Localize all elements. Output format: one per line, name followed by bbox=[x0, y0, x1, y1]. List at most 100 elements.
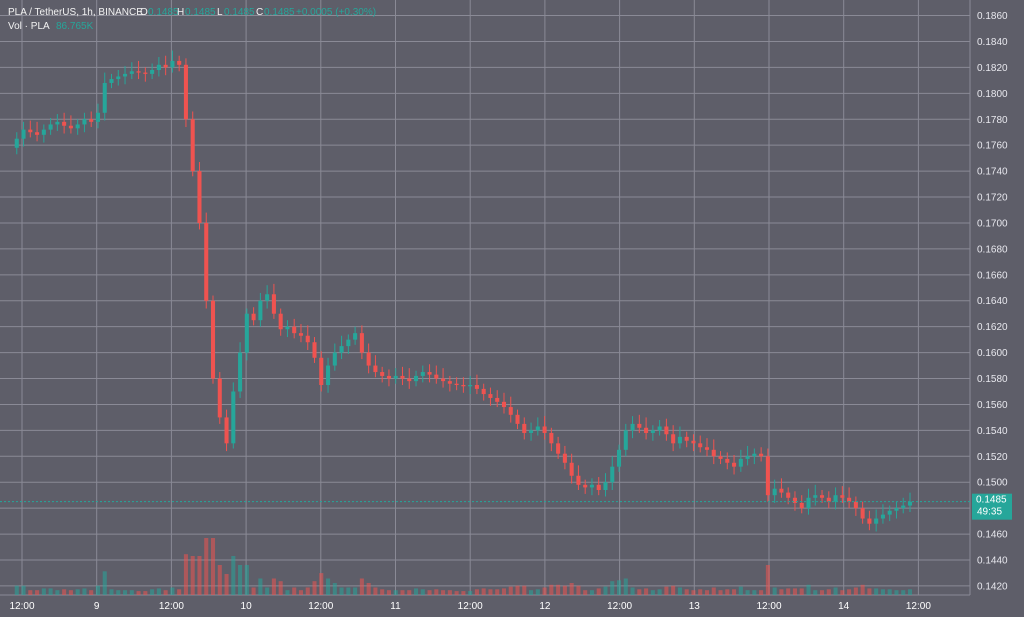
volume-bar bbox=[515, 585, 520, 595]
volume-bar bbox=[650, 590, 655, 595]
candle-body bbox=[366, 352, 371, 366]
volume-bar bbox=[129, 590, 134, 595]
candle-body bbox=[386, 375, 391, 379]
candle-body bbox=[738, 458, 743, 467]
candle-body bbox=[210, 300, 216, 379]
volume-bar bbox=[732, 589, 737, 595]
x-tick-label: 14 bbox=[838, 601, 850, 612]
badge-countdown: 49:35 bbox=[977, 507, 1002, 518]
candle-body bbox=[224, 417, 229, 444]
candle-body bbox=[786, 492, 791, 498]
volume-bar bbox=[454, 591, 459, 595]
candle-body bbox=[407, 378, 412, 382]
volume-bar bbox=[386, 590, 391, 595]
candle-body bbox=[847, 497, 852, 502]
candle-body bbox=[95, 112, 100, 122]
volume-bar bbox=[170, 587, 175, 595]
volume-bar bbox=[298, 590, 304, 595]
candle-body bbox=[481, 388, 486, 395]
volume-bar bbox=[806, 584, 811, 595]
candle-body bbox=[718, 456, 723, 459]
volume-bar bbox=[258, 578, 263, 595]
candle-body bbox=[501, 401, 507, 408]
candle-body bbox=[420, 372, 425, 376]
candle-body bbox=[393, 375, 398, 379]
volume-bar bbox=[901, 590, 906, 595]
y-tick-label: 0.1640 bbox=[977, 296, 1008, 307]
volume-bar bbox=[244, 565, 249, 595]
volume-bar bbox=[738, 586, 743, 595]
candle-body bbox=[569, 462, 574, 476]
candle-body bbox=[285, 326, 290, 330]
candle-body bbox=[14, 138, 19, 148]
candle-body bbox=[833, 495, 838, 502]
candle-body bbox=[529, 430, 534, 433]
candle-body bbox=[799, 502, 804, 509]
volume-bar bbox=[204, 538, 209, 595]
volume-bar bbox=[123, 590, 128, 595]
candle-body bbox=[136, 71, 141, 73]
candle-body bbox=[907, 501, 913, 506]
volume-bar bbox=[711, 587, 716, 595]
volume-bar bbox=[664, 586, 669, 595]
candle-body bbox=[711, 449, 716, 457]
y-tick-label: 0.1840 bbox=[977, 37, 1008, 48]
candle-body bbox=[82, 119, 87, 125]
candle-body bbox=[583, 484, 588, 488]
volume-bar bbox=[501, 588, 507, 595]
candle-body bbox=[589, 484, 594, 488]
candle-body bbox=[549, 432, 554, 444]
candle-body bbox=[495, 397, 500, 402]
volume-bar bbox=[224, 574, 229, 595]
candles bbox=[14, 50, 913, 532]
volume-bar bbox=[562, 585, 567, 595]
volume-bar bbox=[156, 588, 161, 595]
candle-body bbox=[380, 372, 385, 376]
volume-bar bbox=[441, 590, 446, 595]
volume-bar bbox=[366, 583, 371, 595]
candle-body bbox=[116, 76, 121, 80]
candle-body bbox=[603, 482, 608, 490]
volume-bar bbox=[326, 578, 331, 595]
volume-bar bbox=[772, 587, 777, 595]
x-tick-label: 9 bbox=[94, 601, 100, 612]
volume-bar bbox=[35, 590, 40, 595]
volume-bar bbox=[400, 590, 405, 595]
candle-body bbox=[826, 497, 831, 502]
candle-body bbox=[278, 313, 283, 330]
candle-body bbox=[251, 313, 256, 321]
volume-bar bbox=[792, 588, 797, 595]
symbol-label: PLA / TetherUS, 1h, BINANCE bbox=[8, 7, 143, 18]
volume-bar bbox=[704, 590, 710, 595]
candle-body bbox=[190, 119, 195, 172]
volume-bar bbox=[522, 585, 527, 595]
candle-body bbox=[353, 333, 358, 340]
y-tick-label: 0.1800 bbox=[977, 89, 1008, 100]
candle-body bbox=[725, 458, 730, 463]
volume-bar bbox=[28, 590, 33, 595]
candle-body bbox=[434, 374, 439, 379]
time-axis[interactable]: 12:00 9 12:00 10 12:00 11 12:00 12 12:00 13 12:00 1… bbox=[9, 601, 931, 612]
candle-body bbox=[197, 171, 202, 223]
volume-bar bbox=[353, 587, 358, 595]
volume-bar bbox=[447, 590, 452, 595]
candle-body bbox=[840, 495, 845, 498]
candle-body bbox=[657, 426, 662, 431]
candle-body bbox=[535, 426, 540, 431]
volume-bar bbox=[319, 573, 324, 595]
volume-bar bbox=[779, 589, 784, 595]
candle-body bbox=[596, 484, 601, 490]
high-value: 0.1485 bbox=[185, 7, 216, 18]
candle-body bbox=[874, 518, 879, 524]
volume-bar bbox=[691, 590, 696, 595]
volume-bar bbox=[48, 588, 53, 595]
y-tick-label: 0.1620 bbox=[977, 322, 1008, 333]
candle-body bbox=[143, 72, 148, 74]
candle-body bbox=[813, 495, 818, 498]
volume-bar bbox=[549, 584, 554, 595]
candle-body bbox=[820, 495, 825, 498]
candle-body bbox=[664, 426, 669, 435]
volume-bar bbox=[698, 589, 703, 595]
volume-bar bbox=[535, 589, 540, 595]
